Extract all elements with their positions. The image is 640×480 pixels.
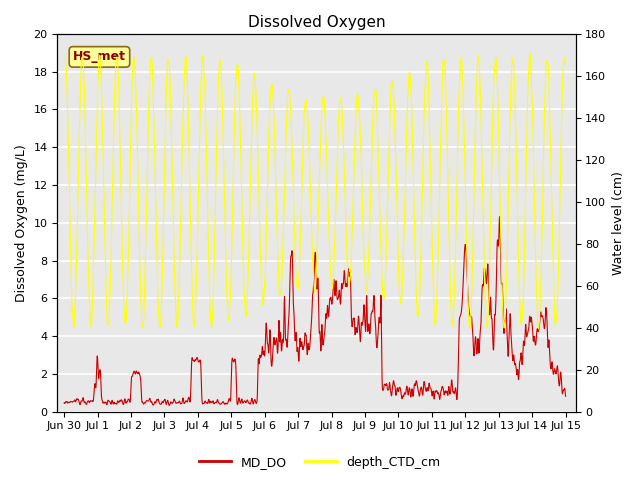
- Title: Dissolved Oxygen: Dissolved Oxygen: [248, 15, 385, 30]
- Legend: MD_DO, depth_CTD_cm: MD_DO, depth_CTD_cm: [195, 451, 445, 474]
- Y-axis label: Dissolved Oxygen (mg/L): Dissolved Oxygen (mg/L): [15, 144, 28, 302]
- Y-axis label: Water level (cm): Water level (cm): [612, 171, 625, 275]
- Text: HS_met: HS_met: [73, 50, 126, 63]
